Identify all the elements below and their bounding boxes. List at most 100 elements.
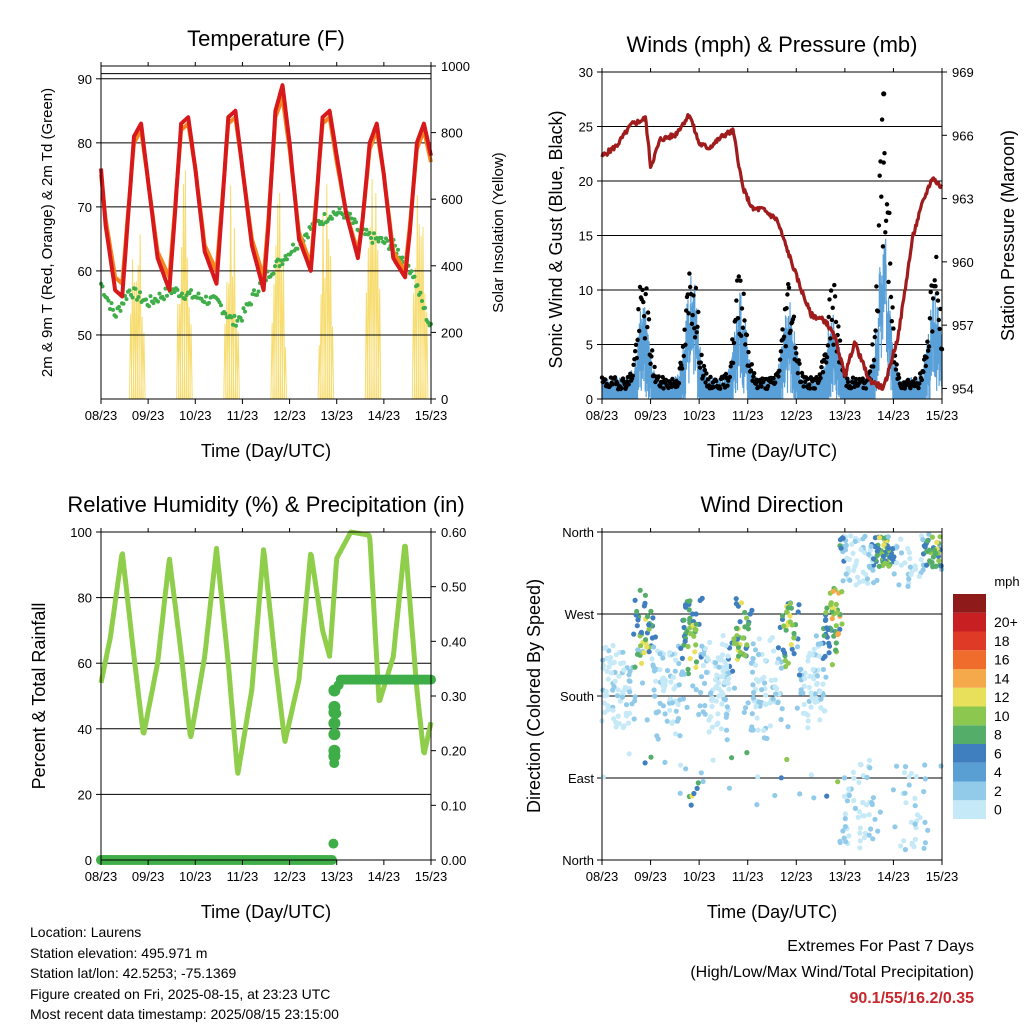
y2-tick-label: 800: [441, 126, 463, 141]
direction-point: [926, 531, 932, 537]
direction-point: [679, 655, 686, 662]
direction-point: [693, 659, 700, 665]
direction-point: [754, 715, 760, 721]
direction-point: [850, 769, 857, 776]
direction-point: [846, 833, 852, 839]
x-axis-title: Time (Day/UTC): [201, 441, 331, 461]
direction-point: [857, 825, 863, 831]
gust-point: [612, 375, 618, 380]
direction-point: [758, 676, 765, 683]
y-tick-label: 10: [579, 283, 593, 298]
direction-point: [725, 680, 731, 686]
direction-point: [693, 621, 699, 627]
direction-point: [750, 655, 756, 662]
direction-point: [829, 616, 835, 622]
direction-point: [687, 656, 693, 662]
x-tick-label: 09/23: [132, 408, 165, 423]
gust-point: [734, 298, 739, 303]
legend-label: 0: [994, 802, 1002, 818]
x-tick-label: 11/23: [227, 869, 259, 884]
solar-insolation-line: [183, 170, 188, 400]
direction-point: [922, 819, 928, 826]
dewpoint-point: [114, 314, 118, 319]
precip-point: [328, 838, 339, 849]
gust-point: [695, 324, 700, 329]
gust-point: [688, 284, 693, 290]
direction-point: [749, 669, 756, 675]
solar-insolation-line: [277, 192, 282, 400]
precip-point: [328, 744, 341, 757]
dewpoint-point: [369, 236, 373, 240]
gust-point: [635, 337, 640, 343]
extremes-subtitle: (High/Low/Max Wind/Total Precipitation): [690, 964, 974, 981]
direction-point: [856, 779, 862, 786]
gust-point: [718, 386, 723, 391]
direction-point: [772, 792, 778, 799]
gust-point: [658, 384, 663, 389]
solar-insolation-line: [377, 289, 382, 400]
solar-insolation-line: [236, 331, 240, 400]
direction-point: [828, 601, 834, 608]
gust-point: [784, 306, 789, 311]
direction-point: [767, 637, 773, 644]
direction-point: [756, 651, 762, 658]
direction-point: [902, 764, 909, 770]
direction-point: [841, 775, 848, 781]
gust-point: [637, 284, 643, 290]
direction-point: [907, 564, 913, 570]
direction-point: [645, 613, 651, 620]
direction-point: [688, 631, 694, 637]
direction-point: [761, 727, 767, 734]
direction-point: [839, 589, 845, 595]
station-elevation: Station elevation: 495.971 m: [30, 944, 208, 961]
dewpoint-point: [277, 264, 282, 269]
gust-point: [879, 117, 885, 122]
gust-point: [626, 382, 631, 387]
gust-point: [832, 294, 838, 299]
direction-point: [801, 683, 807, 689]
direction-point: [924, 538, 930, 544]
direction-point: [646, 626, 652, 632]
y-tick-label: 100: [70, 525, 92, 540]
gust-point: [870, 342, 875, 347]
direction-point: [610, 642, 616, 649]
gust-point: [603, 377, 608, 382]
direction-point: [851, 775, 857, 781]
y-axis-title: 2m & 9m T (Red, Orange) & 2m Td (Green): [39, 88, 56, 377]
direction-point: [635, 617, 641, 623]
direction-point: [631, 631, 637, 637]
gust-point: [805, 376, 810, 382]
direction-point: [763, 692, 769, 698]
direction-point: [853, 582, 859, 588]
gust-point: [817, 372, 822, 377]
dewpoint-point: [202, 300, 207, 305]
direction-point: [604, 692, 610, 698]
direction-point: [860, 578, 867, 584]
y2-tick-label: 0.40: [441, 634, 466, 649]
gust-point: [727, 374, 733, 380]
y-axis-title: Direction (Colored By Speed): [524, 579, 544, 813]
gust-point: [921, 369, 926, 375]
gust-point: [796, 358, 801, 363]
gust-point: [871, 364, 876, 369]
gust-point: [730, 360, 736, 366]
gust-point: [743, 342, 748, 347]
direction-point: [644, 717, 650, 723]
direction-point: [638, 660, 645, 667]
direction-point: [751, 690, 757, 696]
gust-point: [894, 362, 899, 367]
direction-point: [712, 677, 719, 683]
direction-point: [912, 836, 919, 843]
direction-point: [794, 705, 800, 711]
dewpoint-point: [238, 315, 243, 320]
gust-point: [794, 351, 799, 356]
direction-point: [857, 845, 863, 851]
direction-point: [742, 652, 748, 659]
direction-point: [912, 566, 919, 572]
gust-point: [925, 339, 930, 344]
gust-point: [708, 374, 713, 380]
direction-point: [855, 574, 861, 580]
y2-tick-label: 0.20: [441, 744, 466, 759]
direction-point: [907, 555, 913, 562]
dewpoint-point: [243, 309, 247, 314]
